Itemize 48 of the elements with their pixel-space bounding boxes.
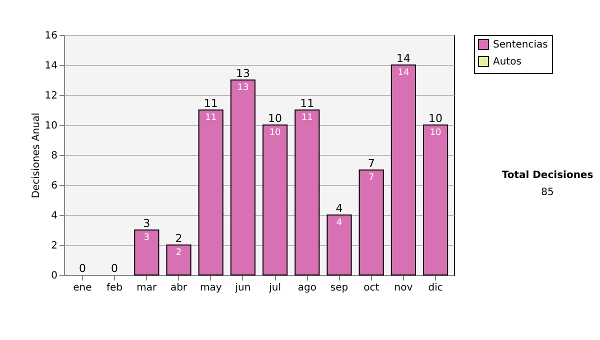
x-tick-label: abr xyxy=(170,282,188,294)
data-label: 3 xyxy=(144,233,150,243)
total-label: 0 xyxy=(78,262,86,275)
total-label: 14 xyxy=(396,52,410,65)
x-tick-label: may xyxy=(200,282,222,294)
data-label: 13 xyxy=(237,83,249,93)
x-tick-label: sep xyxy=(330,282,348,294)
total-label: 0 xyxy=(111,262,118,275)
x-tick-label: mar xyxy=(136,282,158,294)
y-tick-label: 0 xyxy=(51,270,58,282)
total-label: 13 xyxy=(236,67,250,80)
y-tick-label: 12 xyxy=(44,90,58,102)
data-label: 14 xyxy=(398,68,410,78)
data-label: 11 xyxy=(301,113,313,123)
total-label: 10 xyxy=(268,112,282,125)
x-tick-label: ago xyxy=(298,282,316,294)
y-tick-label: 8 xyxy=(51,150,58,162)
total-label: 2 xyxy=(175,232,182,245)
x-tick-label: nov xyxy=(394,282,413,294)
text: 85 xyxy=(540,187,555,198)
total-label: 4 xyxy=(336,202,343,215)
x-tick-label: dic xyxy=(428,282,443,294)
x-tick-label: oct xyxy=(364,282,380,294)
y-tick-label: 4 xyxy=(51,210,58,222)
y-tick-label: 2 xyxy=(51,240,58,252)
y-tick-label: 6 xyxy=(51,180,58,192)
y-axis-title: Decisiones Anual xyxy=(30,112,42,198)
x-tick-label: feb xyxy=(106,282,123,294)
x-tick-label: jul xyxy=(268,282,282,294)
x-tick-label: jun xyxy=(234,282,251,294)
total-label: 3 xyxy=(143,217,150,230)
text: Total Decisiones xyxy=(500,170,594,181)
legend-label: Autos xyxy=(493,56,522,68)
x-tick-label: ene xyxy=(73,282,92,294)
data-label: 7 xyxy=(368,173,374,183)
data-label: 2 xyxy=(176,248,182,258)
legend-label: Sentencias xyxy=(493,40,548,50)
total-label: 11 xyxy=(204,97,218,110)
y-tick-label: 10 xyxy=(44,120,58,132)
data-label: 4 xyxy=(336,218,342,228)
total-label: 7 xyxy=(368,157,375,170)
data-label: 10 xyxy=(269,128,282,138)
y-tick-label: 14 xyxy=(44,60,58,72)
data-label: 11 xyxy=(205,113,217,123)
data-label: 10 xyxy=(430,128,442,138)
y-tick-label: 16 xyxy=(44,30,58,42)
total-label: 10 xyxy=(428,112,443,125)
total-label: 11 xyxy=(300,97,314,110)
